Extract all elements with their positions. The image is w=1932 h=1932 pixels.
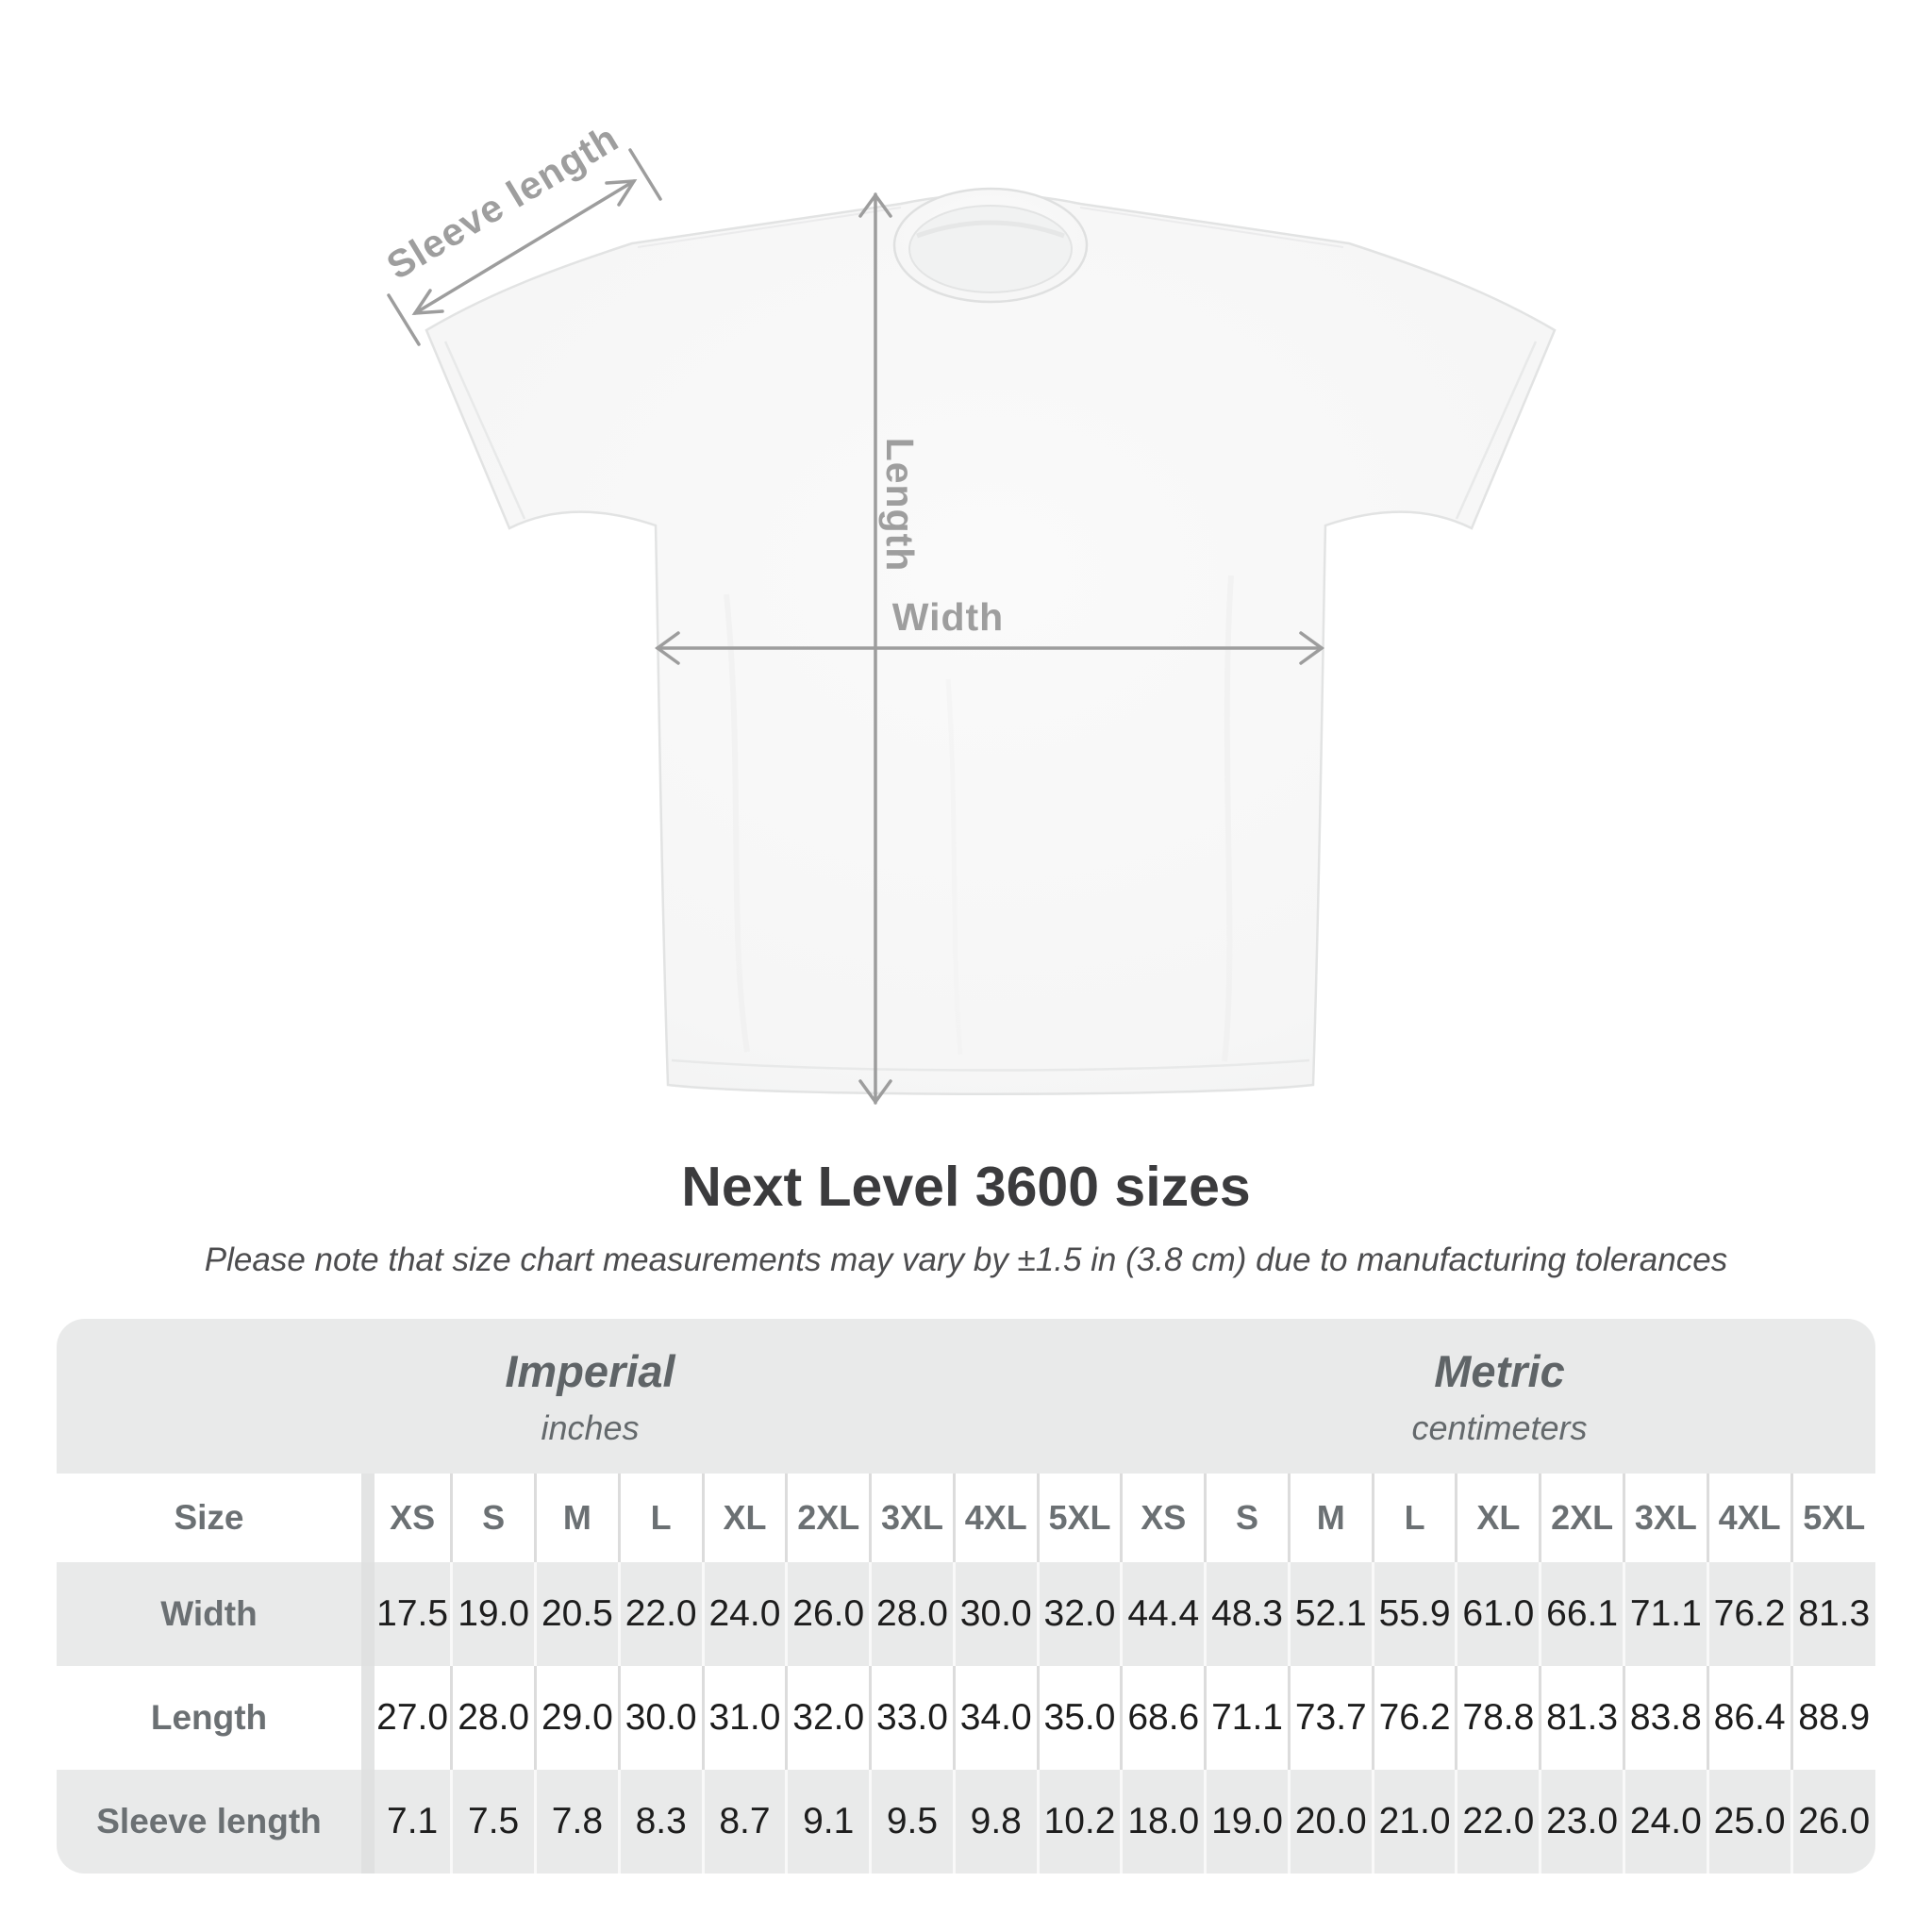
length-label: Length — [878, 438, 922, 573]
value-cell: 33.0 — [869, 1666, 955, 1770]
value-cell: 10.2 — [1036, 1770, 1122, 1874]
value-cell: 24.0 — [1622, 1770, 1708, 1874]
value-cell: 73.7 — [1287, 1666, 1374, 1770]
table-row: Width 17.5 19.0 20.5 22.0 24.0 26.0 28.0 30.0 32.… — [57, 1562, 1875, 1666]
value-cell: 25.0 — [1706, 1770, 1792, 1874]
value-cell: 55.9 — [1371, 1562, 1457, 1666]
value-cell: 52.1 — [1287, 1562, 1374, 1666]
tshirt-size-diagram: Sleeve length Length Width — [379, 116, 1557, 1105]
value-cell: 71.1 — [1204, 1666, 1290, 1770]
size-header-cell: 4XL — [1706, 1474, 1792, 1562]
size-header-cell: XS — [1120, 1474, 1206, 1562]
page-title: Next Level 3600 sizes — [681, 1156, 1251, 1218]
value-cell: 44.4 — [1120, 1562, 1206, 1666]
tshirt-graphic — [425, 187, 1557, 1095]
size-header-cell: L — [617, 1474, 704, 1562]
size-header-cell: XL — [701, 1474, 787, 1562]
value-cell: 61.0 — [1455, 1562, 1541, 1666]
size-header-cell: L — [1371, 1474, 1457, 1562]
size-header-cell: XL — [1455, 1474, 1541, 1562]
value-cell: 30.0 — [617, 1666, 704, 1770]
width-label: Width — [892, 595, 1004, 639]
size-header-cell: M — [1287, 1474, 1374, 1562]
metric-label: Metric — [1434, 1345, 1565, 1396]
value-cell: 28.0 — [450, 1666, 536, 1770]
value-cell: 9.8 — [952, 1770, 1039, 1874]
imperial-label: Imperial — [505, 1345, 675, 1396]
value-cell: 23.0 — [1539, 1770, 1624, 1874]
value-cell: 18.0 — [1120, 1770, 1206, 1874]
size-header-cell: 3XL — [869, 1474, 955, 1562]
size-header-row: Size XS S M L XL 2XL 3XL 4XL 5XL XS S M L XL 2XL 3XL 4XL 5… — [57, 1474, 1875, 1562]
row-label: Length — [57, 1666, 368, 1770]
size-header-cell: 5XL — [1036, 1474, 1122, 1562]
value-cell: 68.6 — [1120, 1666, 1206, 1770]
size-header-cell: 2XL — [785, 1474, 871, 1562]
value-cell: 76.2 — [1371, 1666, 1457, 1770]
value-cell: 20.5 — [534, 1562, 620, 1666]
value-cell: 34.0 — [952, 1666, 1039, 1770]
metric-header: Metric centimeters — [1124, 1319, 1875, 1474]
size-header-cell: 4XL — [952, 1474, 1039, 1562]
value-cell: 71.1 — [1622, 1562, 1708, 1666]
imperial-header: Imperial inches — [57, 1319, 1124, 1474]
value-cell: 19.0 — [1204, 1770, 1290, 1874]
value-cell: 28.0 — [869, 1562, 955, 1666]
value-cell: 22.0 — [617, 1562, 704, 1666]
value-cell: 88.9 — [1790, 1666, 1875, 1770]
value-cell: 26.0 — [785, 1562, 871, 1666]
value-cell: 26.0 — [1790, 1770, 1875, 1874]
value-cell: 32.0 — [785, 1666, 871, 1770]
size-header-cell: 2XL — [1539, 1474, 1624, 1562]
size-header-cell: 5XL — [1790, 1474, 1875, 1562]
value-cell: 21.0 — [1371, 1770, 1457, 1874]
collar-opening — [908, 205, 1073, 293]
value-cell: 24.0 — [701, 1562, 787, 1666]
value-cell: 9.1 — [785, 1770, 871, 1874]
table-row: Sleeve length 7.1 7.5 7.8 8.3 8.7 9.1 9.5 9.8 10.… — [57, 1770, 1875, 1874]
value-cell: 35.0 — [1036, 1666, 1122, 1770]
size-header-cell: M — [534, 1474, 620, 1562]
size-header-cell: 3XL — [1622, 1474, 1708, 1562]
value-cell: 32.0 — [1036, 1562, 1122, 1666]
value-cell: 7.8 — [534, 1770, 620, 1874]
value-cell: 48.3 — [1204, 1562, 1290, 1666]
measurements-table: Size XS S M L XL 2XL 3XL 4XL 5XL XS S M L XL 2XL 3XL 4XL 5… — [57, 1474, 1875, 1874]
size-header-cell: XS — [361, 1474, 452, 1562]
value-cell: 7.5 — [450, 1770, 536, 1874]
value-cell: 17.5 — [361, 1562, 452, 1666]
row-label: Sleeve length — [96, 1802, 322, 1840]
size-header-cell: S — [450, 1474, 536, 1562]
value-cell: 31.0 — [701, 1666, 787, 1770]
table-row: Length 27.0 28.0 29.0 30.0 31.0 32.0 33.0 34.0 35… — [57, 1666, 1875, 1770]
tolerance-note: Please note that size chart measurements… — [204, 1241, 1728, 1278]
value-cell: 8.7 — [701, 1770, 787, 1874]
value-cell: 81.3 — [1539, 1666, 1624, 1770]
size-chart-table: Imperial inches Metric centimeters Size X… — [57, 1319, 1875, 1874]
value-cell: 78.8 — [1455, 1666, 1541, 1770]
value-cell: 86.4 — [1706, 1666, 1792, 1770]
value-cell: 7.1 — [361, 1770, 452, 1874]
value-cell: 20.0 — [1287, 1770, 1374, 1874]
metric-sublabel: centimeters — [1411, 1407, 1588, 1447]
unit-header-band: Imperial inches Metric centimeters — [57, 1319, 1875, 1474]
value-cell: 22.0 — [1455, 1770, 1541, 1874]
value-cell: 27.0 — [361, 1666, 452, 1770]
row-label: Width — [160, 1594, 258, 1633]
value-cell: 9.5 — [869, 1770, 955, 1874]
value-cell: 19.0 — [450, 1562, 536, 1666]
value-cell: 81.3 — [1790, 1562, 1875, 1666]
imperial-sublabel: inches — [541, 1407, 640, 1447]
size-column-header: Size — [57, 1474, 368, 1562]
size-header-cell: S — [1204, 1474, 1290, 1562]
value-cell: 66.1 — [1539, 1562, 1624, 1666]
value-cell: 29.0 — [534, 1666, 620, 1770]
value-cell: 30.0 — [952, 1562, 1039, 1666]
sleeve-length-arrow — [387, 148, 662, 346]
width-arrow — [655, 631, 1324, 665]
value-cell: 83.8 — [1622, 1666, 1708, 1770]
value-cell: 8.3 — [617, 1770, 704, 1874]
value-cell: 76.2 — [1706, 1562, 1792, 1666]
